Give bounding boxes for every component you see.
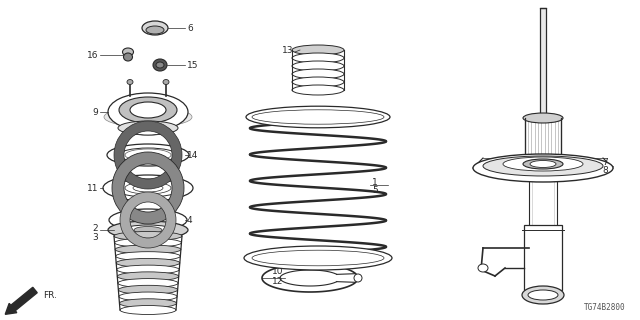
Ellipse shape [246,106,390,128]
Ellipse shape [115,245,181,254]
Ellipse shape [528,290,558,300]
Ellipse shape [127,79,133,84]
Ellipse shape [130,102,166,118]
Ellipse shape [116,265,179,274]
Ellipse shape [107,144,189,166]
Ellipse shape [354,274,362,282]
Ellipse shape [128,125,168,135]
Ellipse shape [292,77,344,87]
Ellipse shape [522,286,564,304]
Bar [524,225,562,290]
Ellipse shape [133,184,163,192]
Text: 12: 12 [271,277,283,286]
Ellipse shape [120,306,176,315]
Ellipse shape [142,21,168,35]
Text: 16: 16 [86,51,98,60]
Ellipse shape [292,45,344,55]
Ellipse shape [156,62,164,68]
Ellipse shape [118,285,178,294]
Ellipse shape [122,213,174,227]
Ellipse shape [118,121,178,135]
Ellipse shape [108,221,188,239]
Ellipse shape [123,225,173,235]
Ellipse shape [114,231,182,241]
Ellipse shape [117,272,179,281]
Ellipse shape [108,93,188,131]
Ellipse shape [109,209,187,231]
Ellipse shape [120,299,177,308]
Text: 14: 14 [187,150,198,159]
Ellipse shape [116,259,180,268]
Ellipse shape [146,26,164,34]
Text: TG74B2800: TG74B2800 [584,303,625,312]
Ellipse shape [244,246,392,270]
Ellipse shape [523,113,563,123]
Ellipse shape [116,252,180,261]
Ellipse shape [252,110,384,124]
Ellipse shape [252,250,384,266]
Ellipse shape [119,148,177,162]
Ellipse shape [104,107,192,127]
Ellipse shape [124,53,132,61]
Ellipse shape [483,156,603,176]
Ellipse shape [134,227,162,234]
Ellipse shape [292,85,344,95]
Text: 13: 13 [282,45,293,54]
Ellipse shape [153,59,167,71]
Ellipse shape [163,79,169,84]
Wedge shape [112,152,184,224]
Bar [529,180,557,240]
Ellipse shape [119,97,177,123]
Ellipse shape [292,61,344,71]
Ellipse shape [292,53,344,63]
Ellipse shape [118,279,178,288]
Text: 4: 4 [187,215,193,225]
FancyArrow shape [5,287,37,314]
Text: 6: 6 [187,23,193,33]
Text: 5: 5 [372,186,378,195]
Text: 3: 3 [92,233,98,242]
Text: 10: 10 [271,268,283,276]
Ellipse shape [122,48,134,56]
Ellipse shape [103,175,193,201]
Ellipse shape [503,157,583,171]
Ellipse shape [523,159,563,169]
Wedge shape [114,121,182,189]
Text: FR.: FR. [43,292,57,300]
Text: 9: 9 [92,108,98,116]
Ellipse shape [115,238,182,247]
Bar [525,118,561,173]
Ellipse shape [473,154,613,182]
Ellipse shape [478,264,488,272]
Text: 15: 15 [187,60,198,69]
Wedge shape [120,192,176,248]
Ellipse shape [125,182,171,194]
Ellipse shape [530,161,556,167]
Text: 11: 11 [86,183,98,193]
Text: 2: 2 [92,223,98,233]
Text: 8: 8 [602,165,608,174]
Ellipse shape [114,179,182,197]
Text: 1: 1 [372,178,378,187]
Bar [540,8,546,118]
Text: 7: 7 [602,157,608,166]
Ellipse shape [119,292,177,301]
Ellipse shape [292,69,344,79]
